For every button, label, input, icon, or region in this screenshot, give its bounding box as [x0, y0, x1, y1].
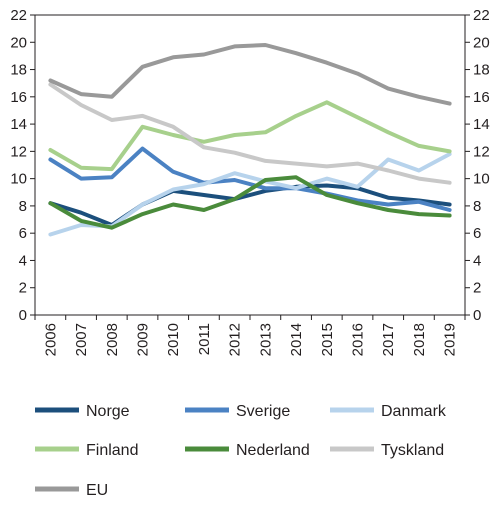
- legend: Norge Sverige Danmark Finland Nederland Tyskl…: [35, 403, 447, 499]
- x-axis: 2006 2007 2008 2009 2010 2011 2012 2013 2014 2015…: [34, 315, 466, 356]
- y-tick-label-right: 18: [473, 62, 490, 79]
- x-tick-label: 2010: [165, 323, 182, 356]
- y-tick-label-right: 6: [473, 225, 481, 242]
- legend-label: Tyskland: [381, 442, 444, 459]
- y-tick-label-left: 20: [10, 34, 27, 51]
- legend-label: Sverige: [236, 403, 290, 420]
- y-tick-label-left: 10: [10, 171, 27, 188]
- series-line-finland: [48, 100, 452, 172]
- x-tick-label: 2017: [380, 323, 397, 356]
- y-tick-label-left: 6: [19, 225, 27, 242]
- y-tick-label-left: 4: [19, 252, 27, 269]
- y-tick-label-right: 14: [473, 116, 490, 133]
- y-tick-label-left: 14: [10, 116, 27, 133]
- x-tick-label: 2018: [411, 323, 428, 356]
- x-tick-label: 2009: [135, 323, 152, 356]
- x-tick-label: 2013: [257, 323, 274, 356]
- y-tick-label-right: 12: [473, 143, 490, 160]
- y-tick-label-left: 16: [10, 89, 27, 106]
- y-tick-label-right: 16: [473, 89, 490, 106]
- series-line-eu: [48, 43, 452, 106]
- y-tick-label-left: 18: [10, 62, 27, 79]
- y-tick-label-left: 12: [10, 143, 27, 160]
- x-tick-label: 2007: [73, 323, 90, 356]
- x-tick-label: 2006: [42, 323, 59, 356]
- legend-label: Finland: [86, 442, 138, 459]
- series-line-nederland: [48, 175, 452, 230]
- y-axis-left: 0 2 4 6 8 10 12 14 16 18 20 22: [10, 7, 35, 324]
- series-line-sverige: [48, 146, 452, 212]
- y-tick-label-left: 8: [19, 198, 27, 215]
- y-tick-label-right: 22: [473, 7, 490, 24]
- x-tick-label: 2011: [196, 323, 213, 355]
- legend-label: Danmark: [381, 403, 447, 420]
- y-tick-label-left: 22: [10, 7, 27, 24]
- series-lines: [48, 43, 452, 237]
- x-tick-label: 2008: [104, 323, 121, 356]
- y-tick-label-right: 20: [473, 34, 490, 51]
- x-tick-label: 2016: [350, 323, 367, 356]
- x-tick-label: 2019: [442, 323, 459, 356]
- y-tick-label-right: 8: [473, 198, 481, 215]
- y-tick-label-right: 2: [473, 280, 481, 297]
- y-tick-label-right: 10: [473, 171, 490, 188]
- x-tick-label: 2012: [227, 323, 244, 356]
- x-tick-label: 2014: [288, 323, 305, 356]
- series-line-danmark: [48, 152, 452, 237]
- y-tick-label-left: 2: [19, 280, 27, 297]
- legend-label: Nederland: [236, 442, 310, 459]
- legend-label: Norge: [86, 403, 130, 420]
- y-tick-label-right: 4: [473, 252, 481, 269]
- y-tick-label-right: 0: [473, 307, 481, 324]
- x-tick-label: 2015: [319, 323, 336, 356]
- series-line-tyskland: [48, 82, 452, 185]
- legend-label: EU: [86, 482, 108, 499]
- y-tick-label-left: 0: [19, 307, 27, 324]
- y-axis-right: 0 2 4 6 8 10 12 14 16 18 20 22: [465, 7, 490, 324]
